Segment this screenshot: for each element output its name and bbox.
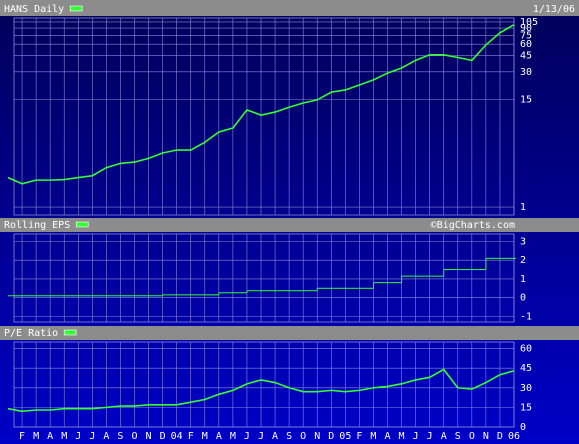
- x-tick-label: J: [89, 431, 95, 442]
- x-tick-label: A: [216, 431, 222, 442]
- y-tick-label: 105: [520, 17, 538, 28]
- legend-swatch: [70, 6, 82, 11]
- y-tick-label: 30: [520, 67, 532, 78]
- x-tick-label: A: [103, 431, 109, 442]
- x-tick-label: F: [19, 431, 25, 442]
- x-tick-label: F: [188, 431, 194, 442]
- x-tick-label: N: [314, 431, 320, 442]
- x-tick-label: J: [258, 431, 264, 442]
- x-tick-label: A: [384, 431, 390, 442]
- x-tick-label: J: [413, 431, 419, 442]
- y-tick-label: 30: [520, 383, 532, 394]
- y-tick-label: 0: [520, 293, 526, 304]
- x-tick-label: N: [146, 431, 152, 442]
- x-tick-label: M: [399, 431, 405, 442]
- y-tick-label: 0: [520, 422, 526, 433]
- panel-title: Rolling EPS: [4, 220, 70, 231]
- x-tick-label: J: [244, 431, 250, 442]
- x-tick-label: A: [272, 431, 278, 442]
- x-tick-label: 06: [508, 431, 520, 442]
- legend-swatch: [76, 222, 88, 227]
- x-tick-label: S: [286, 431, 292, 442]
- y-tick-label: 15: [520, 94, 532, 105]
- x-tick-label: S: [455, 431, 461, 442]
- y-tick-label: 45: [520, 51, 532, 62]
- x-tick-label: O: [300, 431, 306, 442]
- x-tick-label: A: [441, 431, 447, 442]
- x-tick-label: A: [47, 431, 53, 442]
- legend-swatch: [64, 330, 76, 335]
- y-tick-label: 2: [520, 255, 526, 266]
- x-tick-label: M: [33, 431, 39, 442]
- x-tick-label: M: [202, 431, 208, 442]
- x-tick-label: J: [75, 431, 81, 442]
- x-tick-label: O: [131, 431, 137, 442]
- date: 1/13/06: [533, 4, 575, 15]
- y-tick-label: 60: [520, 344, 532, 355]
- x-tick-label: M: [230, 431, 236, 442]
- x-tick-label: N: [483, 431, 489, 442]
- x-tick-label: J: [427, 431, 433, 442]
- y-tick-label: 1: [520, 274, 526, 285]
- x-tick-label: 04: [171, 431, 183, 442]
- y-tick-label: 3: [520, 236, 526, 247]
- panel-title: HANS Daily: [4, 4, 64, 15]
- x-tick-label: O: [469, 431, 475, 442]
- y-tick-label: 45: [520, 363, 532, 374]
- y-tick-label: -1: [520, 311, 532, 322]
- x-tick-label: S: [117, 431, 123, 442]
- x-tick-label: F: [356, 431, 362, 442]
- copyright: ©BigCharts.com: [431, 220, 515, 231]
- x-tick-label: M: [370, 431, 376, 442]
- header-bar: [0, 326, 579, 340]
- x-tick-label: D: [160, 431, 166, 442]
- x-tick-label: D: [328, 431, 334, 442]
- x-tick-label: D: [497, 431, 503, 442]
- header-bar: [0, 0, 579, 16]
- panel-title: P/E Ratio: [4, 328, 58, 339]
- x-tick-label: 05: [339, 431, 351, 442]
- y-tick-label: 1: [520, 202, 526, 213]
- x-tick-label: M: [61, 431, 67, 442]
- y-tick-label: 15: [520, 402, 532, 413]
